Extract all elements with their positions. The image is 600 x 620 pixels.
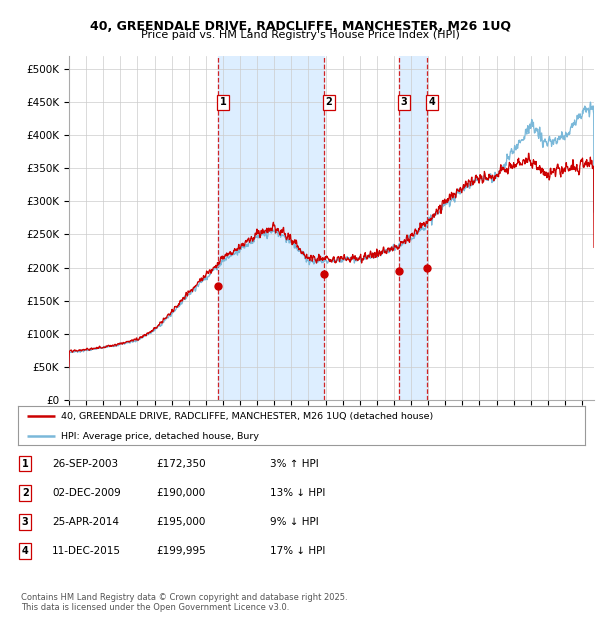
Text: 4: 4 bbox=[22, 546, 29, 556]
Text: 17% ↓ HPI: 17% ↓ HPI bbox=[270, 546, 325, 556]
Text: 1: 1 bbox=[22, 459, 29, 469]
Text: 3: 3 bbox=[22, 517, 29, 527]
Text: 3% ↑ HPI: 3% ↑ HPI bbox=[270, 459, 319, 469]
Text: £195,000: £195,000 bbox=[156, 517, 205, 527]
Bar bbox=[218, 56, 324, 400]
Text: Contains HM Land Registry data © Crown copyright and database right 2025.
This d: Contains HM Land Registry data © Crown c… bbox=[21, 593, 347, 612]
Text: 9% ↓ HPI: 9% ↓ HPI bbox=[270, 517, 319, 527]
Text: 26-SEP-2003: 26-SEP-2003 bbox=[52, 459, 118, 469]
Text: 1: 1 bbox=[220, 97, 227, 107]
Text: £172,350: £172,350 bbox=[156, 459, 206, 469]
Text: 3: 3 bbox=[401, 97, 407, 107]
Text: 40, GREENDALE DRIVE, RADCLIFFE, MANCHESTER, M26 1UQ (detached house): 40, GREENDALE DRIVE, RADCLIFFE, MANCHEST… bbox=[61, 412, 433, 421]
Text: Price paid vs. HM Land Registry's House Price Index (HPI): Price paid vs. HM Land Registry's House … bbox=[140, 30, 460, 40]
Text: 25-APR-2014: 25-APR-2014 bbox=[52, 517, 119, 527]
Text: 13% ↓ HPI: 13% ↓ HPI bbox=[270, 488, 325, 498]
Text: 40, GREENDALE DRIVE, RADCLIFFE, MANCHESTER, M26 1UQ: 40, GREENDALE DRIVE, RADCLIFFE, MANCHEST… bbox=[89, 20, 511, 33]
Text: £199,995: £199,995 bbox=[156, 546, 206, 556]
Text: 4: 4 bbox=[428, 97, 436, 107]
Text: 2: 2 bbox=[22, 488, 29, 498]
Bar bbox=[400, 56, 427, 400]
Text: 02-DEC-2009: 02-DEC-2009 bbox=[52, 488, 121, 498]
Text: HPI: Average price, detached house, Bury: HPI: Average price, detached house, Bury bbox=[61, 432, 259, 441]
Text: 11-DEC-2015: 11-DEC-2015 bbox=[52, 546, 121, 556]
Text: £190,000: £190,000 bbox=[156, 488, 205, 498]
Text: 2: 2 bbox=[326, 97, 332, 107]
